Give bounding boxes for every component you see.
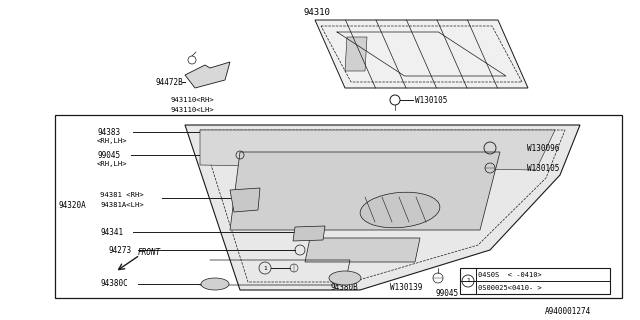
Text: 99045: 99045 — [97, 150, 120, 159]
Text: <RH,LH>: <RH,LH> — [97, 161, 127, 167]
Bar — [460, 268, 610, 294]
Text: 04S0S  < -0410>: 04S0S < -0410> — [478, 272, 541, 278]
Ellipse shape — [201, 278, 229, 290]
Text: 94380B: 94380B — [330, 284, 358, 292]
Text: 94381A<LH>: 94381A<LH> — [100, 202, 144, 208]
Text: 1: 1 — [466, 278, 470, 284]
Text: 94341: 94341 — [100, 228, 123, 236]
Text: 943110<LH>: 943110<LH> — [170, 107, 214, 113]
Text: A940001274: A940001274 — [545, 308, 591, 316]
Ellipse shape — [329, 271, 361, 285]
Polygon shape — [345, 37, 367, 71]
Polygon shape — [230, 152, 500, 230]
Text: <RH,LH>: <RH,LH> — [97, 138, 127, 144]
Polygon shape — [185, 62, 230, 88]
Ellipse shape — [360, 192, 440, 228]
Text: 94383: 94383 — [97, 127, 120, 137]
Text: 94310: 94310 — [303, 7, 330, 17]
Text: W130105: W130105 — [415, 95, 447, 105]
Polygon shape — [293, 226, 325, 241]
Text: FRONT: FRONT — [138, 247, 161, 257]
Text: 94380C: 94380C — [100, 279, 128, 289]
Text: W130105: W130105 — [527, 164, 559, 172]
Polygon shape — [315, 20, 528, 88]
Text: 0S00025<0410- >: 0S00025<0410- > — [478, 285, 541, 291]
Text: 99045: 99045 — [435, 289, 458, 298]
Bar — [55, 115, 622, 298]
Text: 94273: 94273 — [108, 245, 131, 254]
Polygon shape — [305, 238, 420, 262]
Polygon shape — [200, 130, 555, 170]
Polygon shape — [185, 125, 580, 290]
Text: 1: 1 — [263, 266, 267, 270]
Text: W130096: W130096 — [527, 143, 559, 153]
Text: 943110<RH>: 943110<RH> — [170, 97, 214, 103]
Text: W130139: W130139 — [390, 284, 422, 292]
Polygon shape — [230, 188, 260, 212]
Text: 94320A: 94320A — [58, 201, 86, 210]
Text: 94472B: 94472B — [155, 77, 183, 86]
Text: 94381 <RH>: 94381 <RH> — [100, 192, 144, 198]
